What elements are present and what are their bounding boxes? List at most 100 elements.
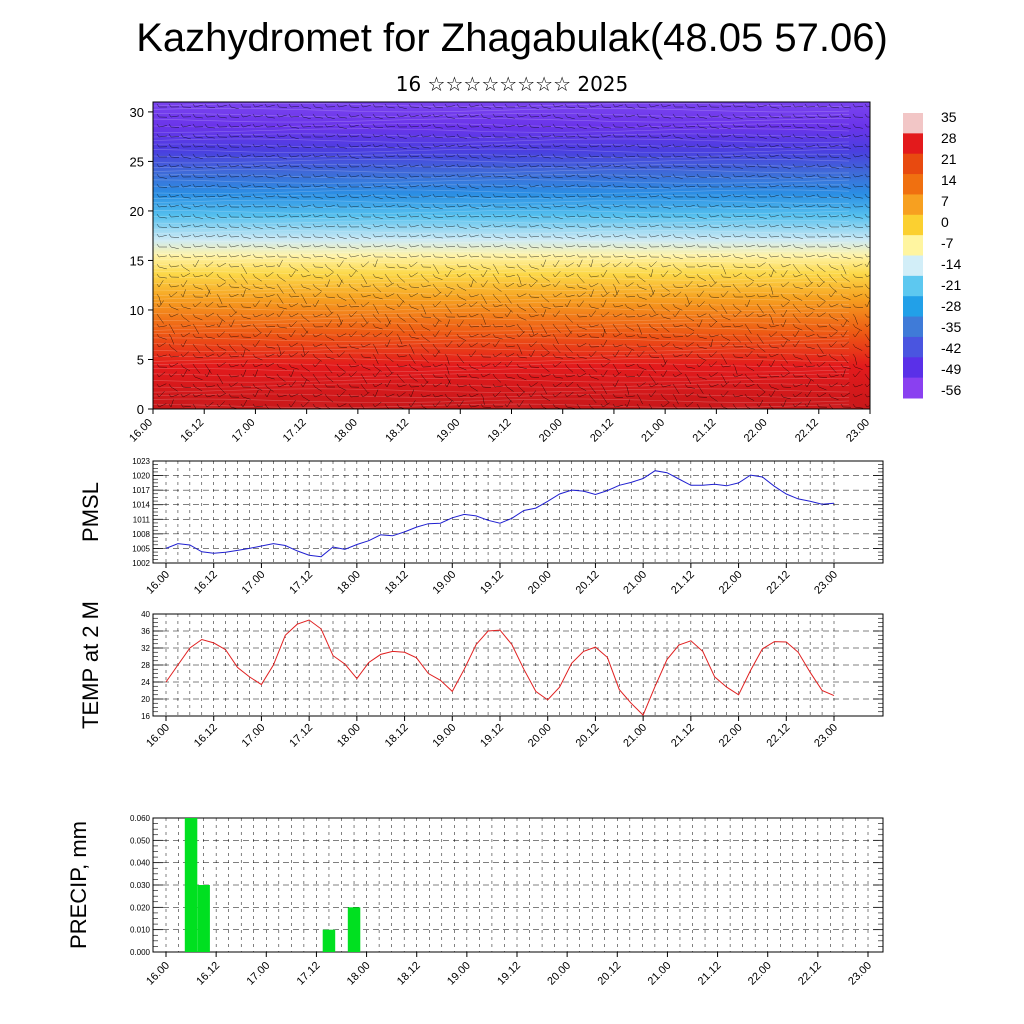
wind-barb-flag	[576, 173, 580, 178]
contour-line	[153, 383, 850, 388]
wind-barbs	[156, 103, 870, 409]
wind-barb	[746, 396, 755, 401]
wind-barb	[374, 286, 382, 293]
wind-barb	[818, 361, 826, 368]
wind-barb-flag	[768, 123, 772, 128]
wind-barb-flag	[420, 293, 424, 298]
wind-barb-flag	[792, 383, 796, 388]
wind-barb-flag	[600, 243, 604, 248]
wind-barb	[290, 166, 300, 168]
wind-barb-flag	[432, 323, 436, 328]
wind-barb-flag	[672, 233, 676, 238]
wind-barb	[218, 331, 225, 338]
wind-barb	[206, 312, 215, 318]
wind-barb-flag	[456, 173, 460, 178]
wind-barb-flag	[396, 313, 400, 318]
wind-barb	[170, 285, 179, 288]
wind-barb	[578, 334, 587, 338]
wind-barb	[590, 406, 595, 409]
wind-barb	[710, 126, 719, 129]
heatmap-xtick-label: 22.00	[742, 417, 770, 445]
wind-barb-flag	[672, 173, 676, 178]
wind-barb-flag	[612, 353, 616, 358]
xtick-label: 23.00	[812, 722, 840, 750]
wind-barb-flag	[588, 123, 592, 128]
wind-barb-flag	[300, 403, 304, 408]
wind-barb-flag	[756, 283, 760, 288]
wind-barb	[230, 355, 239, 358]
wind-barb-flag	[588, 183, 592, 188]
wind-barb	[818, 136, 827, 139]
wind-barb	[818, 296, 826, 302]
wind-barb-flag	[168, 123, 172, 128]
wind-barb	[746, 254, 755, 258]
wind-barb	[614, 344, 623, 348]
wind-barb	[590, 366, 598, 373]
wind-barb	[782, 264, 791, 268]
wind-barb-flag	[420, 343, 424, 348]
wind-barb	[458, 375, 468, 378]
wind-barb-flag	[768, 243, 772, 248]
wind-barb	[194, 146, 204, 148]
wind-barb	[470, 206, 479, 209]
wind-barb	[674, 145, 683, 148]
wind-barb	[854, 346, 863, 351]
wind-barb	[362, 165, 371, 168]
wind-barb	[626, 246, 636, 249]
wind-barb-flag	[264, 343, 268, 348]
wind-barb	[194, 205, 203, 208]
wind-barb	[266, 216, 276, 218]
wind-barb-flag	[300, 103, 304, 108]
wind-barb	[758, 314, 767, 318]
wind-barb	[578, 393, 587, 398]
wind-barb	[842, 392, 851, 398]
wind-barb	[806, 291, 813, 298]
wind-barb-flag	[192, 353, 196, 358]
wind-barb	[566, 286, 575, 289]
wind-barb-flag	[660, 323, 664, 328]
wind-barb	[578, 215, 587, 218]
contour-line	[153, 286, 850, 291]
ytick-label: 0.030	[130, 881, 151, 890]
wind-barb-flag	[228, 143, 232, 148]
wind-barb-flag	[456, 113, 460, 118]
wind-barb	[242, 226, 251, 230]
wind-barb-flag	[732, 353, 736, 358]
wind-barb-flag	[396, 143, 400, 148]
wind-barb-flag	[384, 173, 388, 178]
wind-barb-flag	[360, 173, 364, 178]
contour-line	[153, 199, 850, 205]
colorbar-segment	[903, 296, 923, 318]
ytick-label: 0.040	[130, 859, 151, 868]
wind-barb	[746, 376, 754, 383]
wind-barb	[314, 214, 323, 218]
wind-barb-flag	[276, 233, 280, 238]
wind-barb	[398, 355, 407, 358]
wind-barb	[230, 375, 239, 378]
wind-barb-flag	[312, 143, 316, 148]
wind-barb	[254, 256, 263, 259]
wind-barb-flag	[216, 353, 220, 358]
wind-barb	[194, 255, 204, 258]
wind-barb-flag	[336, 273, 340, 278]
wind-barb-flag	[180, 383, 184, 388]
wind-barb-flag	[408, 243, 412, 248]
wind-barb	[434, 266, 440, 275]
wind-barb-flag	[468, 153, 472, 158]
warm-blob	[153, 349, 260, 409]
wind-barb-flag	[840, 273, 844, 278]
wind-barb-flag	[276, 153, 280, 158]
wind-barb-flag	[324, 293, 328, 298]
wind-barb-flag	[696, 293, 700, 298]
wind-barb-flag	[180, 363, 184, 368]
wind-barb-flag	[660, 183, 664, 188]
wind-barb-flag	[540, 223, 544, 228]
wind-barb-flag	[564, 233, 568, 238]
wind-barb	[710, 265, 720, 268]
wind-barb	[674, 310, 680, 318]
wind-barb	[254, 125, 263, 128]
wind-barb	[686, 216, 695, 219]
wind-barb	[482, 325, 491, 328]
wind-barb-flag	[336, 353, 340, 358]
wind-barb-flag	[492, 143, 496, 148]
